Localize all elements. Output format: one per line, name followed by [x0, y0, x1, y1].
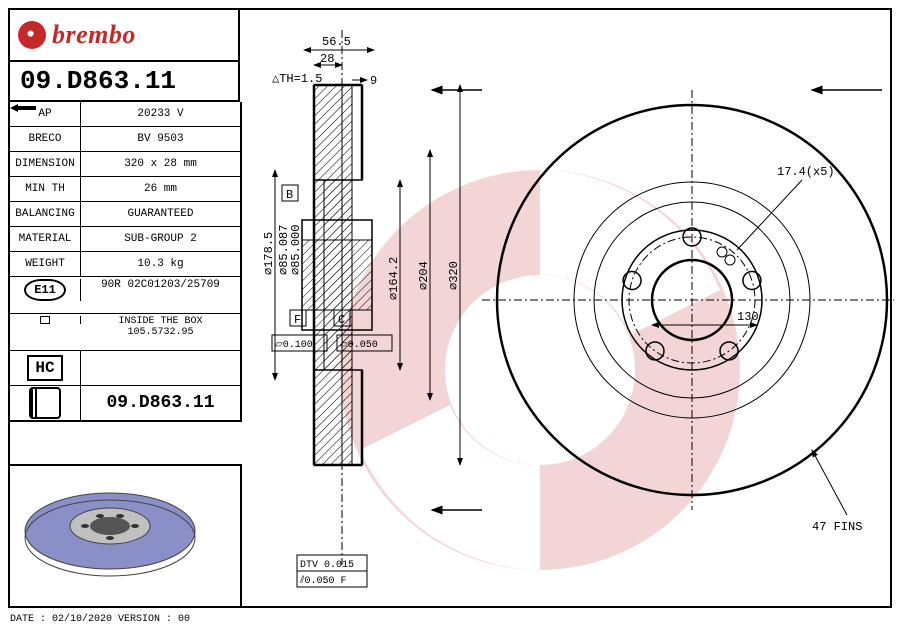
footer-version: 00 — [178, 614, 190, 625]
hc-icon: HC — [10, 351, 81, 385]
front-view: 17.4(x5) 130 47 FINS — [482, 90, 894, 534]
spec-val-minth: 26 mm — [81, 177, 240, 201]
tol-2: ⏥0.050 — [340, 340, 378, 351]
cert-code: 90R 02C01203/25709 — [81, 279, 240, 291]
section-view — [302, 85, 372, 465]
spec-label-weight: WEIGHT — [10, 252, 81, 276]
spec-table: AP20233 V BRECOBV 9503 DIMENSION320 x 28… — [10, 102, 242, 422]
dim-9: 9 — [370, 74, 377, 88]
footer-date: 02/10/2020 — [52, 614, 112, 625]
tol-3: ⫽0.050 F — [299, 575, 346, 587]
inside-box-label: INSIDE THE BOX — [118, 316, 202, 327]
spec-val-weight: 10.3 kg — [81, 252, 240, 276]
dim-d204: ⌀204 — [417, 261, 431, 290]
spec-label-material: MATERIAL — [10, 227, 81, 251]
spec-val-dimension: 320 x 28 mm — [81, 152, 240, 176]
spec-label-minth: MIN TH — [10, 177, 81, 201]
brembo-logo-icon — [18, 21, 46, 49]
dim-bolt: 17.4(x5) — [777, 165, 835, 179]
disc-type-icon — [10, 386, 81, 420]
inside-box-code: 105.5732.95 — [127, 327, 193, 338]
dim-56-5: 56.5 — [322, 35, 351, 49]
spec-label-balancing: BALANCING — [10, 202, 81, 226]
dim-d164: ⌀164.2 — [387, 257, 401, 300]
dim-d320: ⌀320 — [447, 261, 461, 290]
datum-F: F — [294, 313, 301, 327]
datum-C: C — [338, 313, 345, 327]
dim-pcd: 130 — [737, 310, 759, 324]
dim-d85b: ⌀85.000 — [289, 225, 303, 275]
drawing-frame: brembo 09.D863.11 AP20233 V BRECOBV 9503… — [8, 8, 892, 608]
spec-val-breco: BV 9503 — [81, 127, 240, 151]
spec-label-dimension: DIMENSION — [10, 152, 81, 176]
spec-val-balancing: GUARANTEED — [81, 202, 240, 226]
technical-drawing: 56.5 28 △TH=1.5 9 ⌀178.5 ⌀85.087 ⌀85.000… — [242, 10, 890, 606]
part-number-repeat: 09.D863.11 — [81, 386, 240, 420]
dim-fins: 47 FINS — [812, 520, 862, 534]
brembo-logo-text: brembo — [52, 20, 136, 50]
screw-icon — [10, 316, 81, 324]
tol-dtv: DTV 0.015 — [300, 560, 354, 571]
dim-th: △TH=1.5 — [272, 72, 322, 86]
render-disc-icon — [10, 466, 210, 586]
datum-B: B — [286, 188, 293, 202]
part-number-title: 09.D863.11 — [10, 62, 240, 102]
dim-28: 28 — [320, 52, 334, 66]
footer-text: DATE : 02/10/2020 VERSION : 00 — [10, 614, 190, 625]
tol-1: ⏥0.100 — [275, 340, 313, 351]
spec-val-ap: 20233 V — [81, 102, 240, 126]
spec-val-material: SUB-GROUP 2 — [81, 227, 240, 251]
spec-label-breco: BRECO — [10, 127, 81, 151]
product-render — [10, 464, 242, 606]
e11-cert-icon: E11 — [10, 279, 81, 301]
logo-row: brembo — [10, 10, 240, 62]
dim-d178: ⌀178.5 — [262, 232, 276, 275]
